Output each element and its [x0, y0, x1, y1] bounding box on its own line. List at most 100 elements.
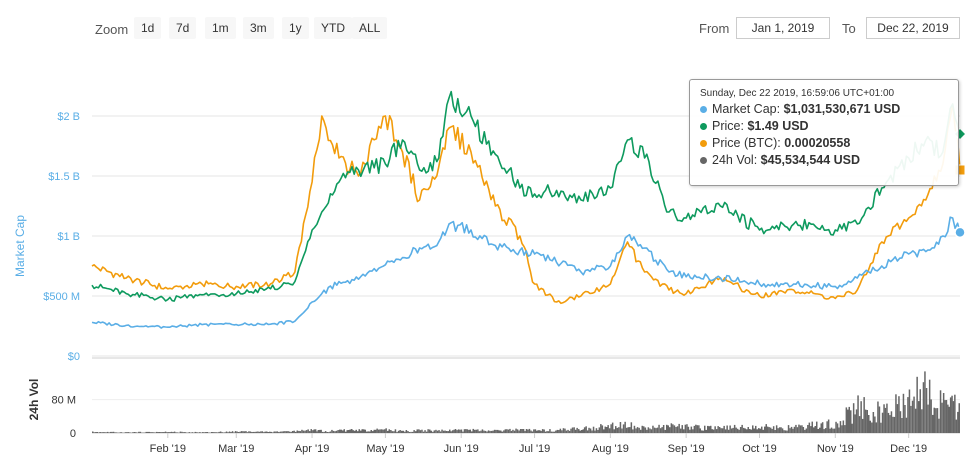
volume-bar [778, 427, 781, 433]
volume-bar [938, 418, 940, 433]
volume-bar [135, 432, 137, 433]
volume-bar [498, 430, 500, 433]
volume-bar [921, 409, 923, 433]
volume-bar [245, 431, 247, 433]
volume-bar [852, 403, 855, 433]
volume-bar [701, 430, 703, 433]
volume-bar [513, 430, 516, 433]
volume-bar [169, 432, 171, 433]
volume-bar [669, 427, 671, 433]
volume-bar [702, 430, 704, 433]
volume-bar [530, 430, 532, 433]
volume-bar [774, 430, 776, 433]
volume-bar [397, 430, 400, 433]
volume-bar [890, 411, 893, 433]
zoom-1d-button[interactable]: 1d [134, 17, 162, 39]
tooltip-row-label: Market Cap: [712, 102, 781, 116]
volume-bar [404, 431, 406, 433]
volume-bar [468, 429, 470, 433]
volume-bar [586, 430, 589, 433]
volume-bar [762, 429, 764, 433]
volume-bar [246, 432, 249, 433]
volume-bar [579, 430, 581, 433]
volume-bar [357, 431, 359, 433]
from-date-input[interactable]: Jan 1, 2019 [736, 17, 830, 39]
volume-bar [439, 431, 442, 433]
volume-bar [730, 428, 733, 433]
volume-bar [346, 430, 348, 433]
volume-bar [408, 432, 411, 433]
volume-bar [196, 432, 198, 433]
chart-toolbar: Zoom 1d 7d 1m 3m 1y YTD ALL From Jan 1, … [0, 0, 965, 56]
volume-bar [126, 432, 128, 433]
volume-bar [954, 394, 956, 433]
volume-bar [884, 407, 887, 433]
volume-bar [666, 424, 668, 433]
volume-bar [624, 421, 626, 433]
volume-bar [790, 426, 793, 433]
volume-bar [559, 428, 562, 433]
zoom-7d-button[interactable]: 7d [169, 17, 197, 39]
volume-bar [441, 429, 443, 433]
volume-bar [615, 426, 617, 433]
volume-bar [861, 418, 864, 433]
volume-bar [179, 431, 182, 433]
volume-bar [942, 393, 945, 433]
volume-bar [206, 432, 208, 433]
volume-bar [878, 406, 881, 433]
volume-bar [213, 432, 216, 433]
volume-bar [411, 431, 414, 433]
volume-bar [673, 425, 676, 433]
volume-bar [724, 429, 727, 433]
volume-bar [199, 432, 201, 433]
to-date-input[interactable]: Dec 22, 2019 [866, 17, 960, 39]
volume-bar [741, 424, 743, 433]
volume-bar [568, 430, 571, 433]
volume-bar [801, 425, 803, 433]
volume-bar [777, 428, 779, 433]
volume-bar [272, 432, 274, 433]
volume-bar [781, 428, 784, 433]
volume-bar [704, 425, 706, 433]
volume-bar [807, 425, 809, 433]
volume-bar [675, 427, 677, 433]
volume-bar [533, 429, 535, 433]
volume-bar [603, 429, 605, 433]
zoom-3m-button[interactable]: 3m [243, 17, 274, 39]
volume-bar [172, 432, 174, 433]
volume-bar [310, 429, 312, 433]
volume-bar [574, 429, 577, 433]
volume-bar [783, 430, 785, 433]
volume-bar [99, 432, 101, 433]
volume-bar [901, 418, 903, 433]
volume-bar [260, 431, 262, 433]
volume-bar [875, 422, 878, 433]
volume-bar [296, 430, 298, 433]
volume-bar [120, 432, 122, 433]
zoom-1y-button[interactable]: 1y [282, 17, 309, 39]
volume-bar [755, 425, 757, 433]
volume-bar [230, 432, 232, 433]
volume-bar [607, 425, 609, 433]
volume-bar [282, 431, 285, 433]
volume-bar [939, 390, 942, 433]
volume-bar [478, 431, 481, 433]
volume-bar [621, 428, 623, 433]
volume-bar [916, 376, 918, 433]
volume-bar [924, 371, 926, 433]
tooltip-row-value: $1,031,530,671 USD [783, 102, 901, 116]
tooltip-row-label: Price: [712, 119, 744, 133]
volume-bar [683, 429, 685, 433]
zoom-1m-button[interactable]: 1m [205, 17, 236, 39]
volume-bar [629, 427, 631, 433]
volume-bar [154, 432, 156, 433]
volume-bar [670, 423, 673, 433]
volume-bar [164, 431, 167, 433]
volume-bar [564, 428, 566, 433]
volume-bar [898, 396, 900, 433]
zoom-all-button[interactable]: ALL [352, 17, 388, 39]
volume-bar [814, 426, 816, 433]
volume-bar [893, 416, 896, 433]
zoom-ytd-button[interactable]: YTD [314, 17, 352, 39]
volume-bar [789, 428, 791, 433]
